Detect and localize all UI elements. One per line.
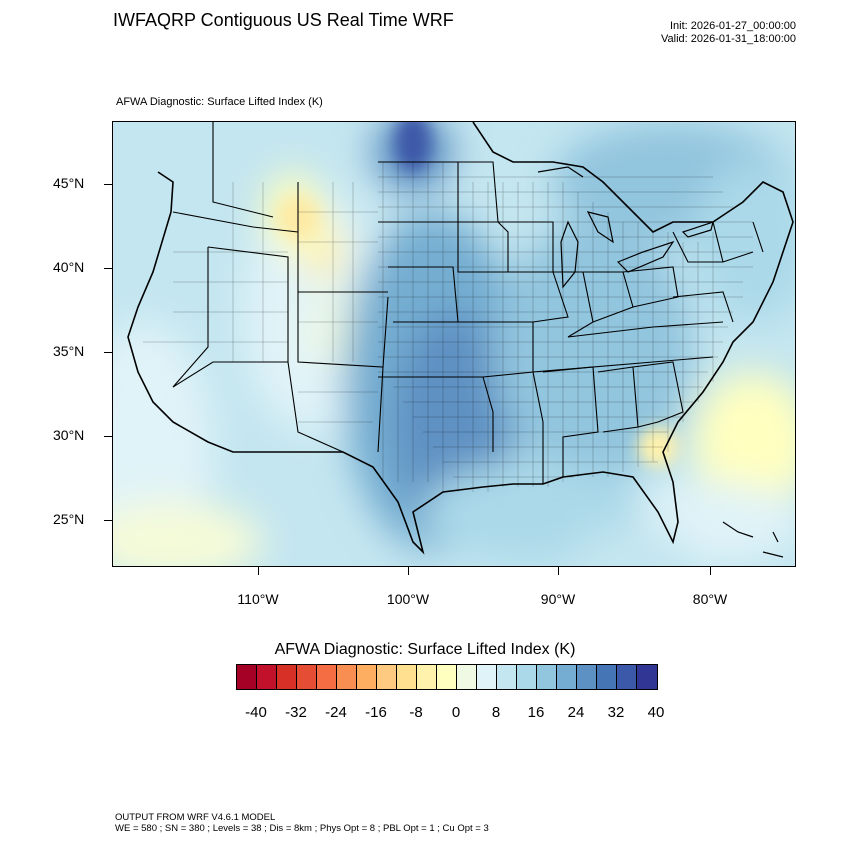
map-panel bbox=[112, 121, 796, 567]
lat-tick-45 bbox=[104, 184, 112, 185]
colorbar-cell bbox=[577, 665, 597, 689]
colorbar-cell bbox=[537, 665, 557, 689]
colorbar-label: -32 bbox=[285, 704, 307, 721]
lat-tick-30 bbox=[104, 436, 112, 437]
lifted-index-map bbox=[113, 122, 795, 566]
lat-tick-40 bbox=[104, 268, 112, 269]
colorbar-label: 24 bbox=[567, 704, 585, 721]
colorbar-cell bbox=[297, 665, 317, 689]
colorbar-cell bbox=[237, 665, 257, 689]
colorbar-cell bbox=[277, 665, 297, 689]
lon-label-90: 90°W bbox=[540, 591, 576, 607]
footer-line-2: WE = 580 ; SN = 380 ; Levels = 38 ; Dis … bbox=[115, 823, 489, 834]
colorbar-label: -8 bbox=[409, 704, 423, 721]
lat-tick-35 bbox=[104, 352, 112, 353]
model-footer: OUTPUT FROM WRF V4.6.1 MODEL WE = 580 ; … bbox=[115, 812, 489, 834]
colorbar-cell bbox=[417, 665, 437, 689]
colorbar-cell bbox=[357, 665, 377, 689]
colorbar-cell bbox=[637, 665, 657, 689]
colorbar-cell bbox=[617, 665, 637, 689]
footer-line-1: OUTPUT FROM WRF V4.6.1 MODEL bbox=[115, 812, 276, 823]
lat-tick-25 bbox=[104, 520, 112, 521]
colorbar-title: AFWA Diagnostic: Surface Lifted Index (K… bbox=[274, 641, 576, 658]
colorbar-cell bbox=[457, 665, 477, 689]
colorbar-label: 8 bbox=[491, 704, 501, 721]
chart-title: IWFAQRP Contiguous US Real Time WRF bbox=[113, 10, 454, 30]
colorbar-cell bbox=[337, 665, 357, 689]
colorbar-label: -16 bbox=[365, 704, 387, 721]
colorbar-cell bbox=[497, 665, 517, 689]
lon-tick-110 bbox=[258, 567, 259, 575]
colorbar-label: -40 bbox=[245, 704, 267, 721]
lat-label-45: 45°N bbox=[53, 175, 85, 191]
colorbar-cell bbox=[377, 665, 397, 689]
colorbar-cell bbox=[317, 665, 337, 689]
lon-tick-80 bbox=[710, 567, 711, 575]
plot-subtitle: AFWA Diagnostic: Surface Lifted Index (K… bbox=[116, 96, 323, 108]
lat-label-30: 30°N bbox=[53, 427, 85, 443]
colorbar-cell bbox=[557, 665, 577, 689]
colorbar-cell bbox=[437, 665, 457, 689]
colorbar-label: 0 bbox=[451, 704, 461, 721]
colorbar-label: -24 bbox=[325, 704, 347, 721]
valid-time: Valid: 2026-01-31_18:00:00 bbox=[661, 33, 796, 45]
caribbean-islands bbox=[722, 521, 784, 558]
great-lakes bbox=[537, 166, 714, 289]
colorbar-cell bbox=[397, 665, 417, 689]
init-time: Init: 2026-01-27_00:00:00 bbox=[670, 20, 796, 32]
lon-label-100: 100°W bbox=[386, 591, 430, 607]
colorbar-cell bbox=[257, 665, 277, 689]
colorbar-cell bbox=[597, 665, 617, 689]
lat-label-40: 40°N bbox=[53, 259, 85, 275]
colorbar-label: 32 bbox=[607, 704, 625, 721]
colorbar-label: 16 bbox=[527, 704, 545, 721]
lat-label-35: 35°N bbox=[53, 343, 85, 359]
colorbar-cell bbox=[477, 665, 497, 689]
lon-label-80: 80°W bbox=[692, 591, 728, 607]
colorbar bbox=[236, 664, 658, 690]
lat-label-25: 25°N bbox=[53, 511, 85, 527]
lon-label-110: 110°W bbox=[237, 591, 279, 607]
init-valid-times: Init: 2026-01-27_00:00:00 Valid: 2026-01… bbox=[661, 20, 796, 46]
county-boundaries bbox=[143, 162, 753, 492]
lon-tick-100 bbox=[408, 567, 409, 575]
colorbar-cell bbox=[517, 665, 537, 689]
lon-tick-90 bbox=[558, 567, 559, 575]
colorbar-label: 40 bbox=[647, 704, 665, 721]
